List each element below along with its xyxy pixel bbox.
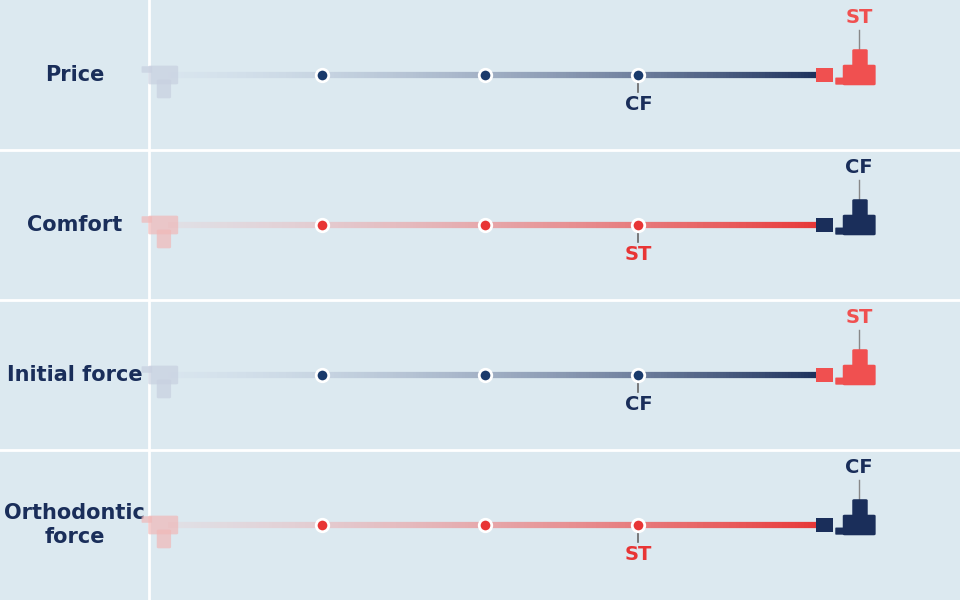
FancyBboxPatch shape bbox=[141, 516, 152, 523]
FancyBboxPatch shape bbox=[148, 365, 179, 385]
FancyBboxPatch shape bbox=[843, 65, 876, 85]
FancyBboxPatch shape bbox=[843, 215, 876, 235]
Text: Orthodontic
force: Orthodontic force bbox=[4, 503, 145, 547]
Text: Initial force: Initial force bbox=[7, 365, 142, 385]
FancyBboxPatch shape bbox=[843, 515, 876, 535]
FancyBboxPatch shape bbox=[843, 365, 876, 385]
FancyBboxPatch shape bbox=[141, 366, 152, 373]
FancyBboxPatch shape bbox=[148, 65, 179, 85]
FancyBboxPatch shape bbox=[156, 530, 171, 548]
FancyBboxPatch shape bbox=[815, 218, 833, 232]
FancyBboxPatch shape bbox=[148, 215, 179, 235]
Text: CF: CF bbox=[625, 395, 652, 414]
FancyBboxPatch shape bbox=[852, 199, 868, 220]
FancyBboxPatch shape bbox=[141, 66, 152, 73]
FancyBboxPatch shape bbox=[815, 368, 833, 382]
Text: Price: Price bbox=[45, 65, 104, 85]
FancyBboxPatch shape bbox=[852, 349, 868, 370]
FancyBboxPatch shape bbox=[156, 380, 171, 398]
Text: ST: ST bbox=[846, 308, 873, 327]
Text: ST: ST bbox=[846, 8, 873, 27]
Text: CF: CF bbox=[846, 458, 873, 477]
FancyBboxPatch shape bbox=[835, 377, 847, 385]
FancyBboxPatch shape bbox=[835, 527, 847, 535]
FancyBboxPatch shape bbox=[156, 230, 171, 248]
FancyBboxPatch shape bbox=[815, 68, 833, 82]
FancyBboxPatch shape bbox=[815, 518, 833, 532]
Text: ST: ST bbox=[625, 245, 652, 264]
FancyBboxPatch shape bbox=[835, 77, 847, 85]
Text: CF: CF bbox=[625, 95, 652, 114]
FancyBboxPatch shape bbox=[852, 49, 868, 70]
Text: CF: CF bbox=[846, 158, 873, 177]
Text: Comfort: Comfort bbox=[27, 215, 122, 235]
Text: ST: ST bbox=[625, 545, 652, 564]
FancyBboxPatch shape bbox=[141, 216, 152, 223]
FancyBboxPatch shape bbox=[156, 80, 171, 98]
FancyBboxPatch shape bbox=[852, 499, 868, 520]
FancyBboxPatch shape bbox=[835, 227, 847, 235]
FancyBboxPatch shape bbox=[148, 515, 179, 535]
